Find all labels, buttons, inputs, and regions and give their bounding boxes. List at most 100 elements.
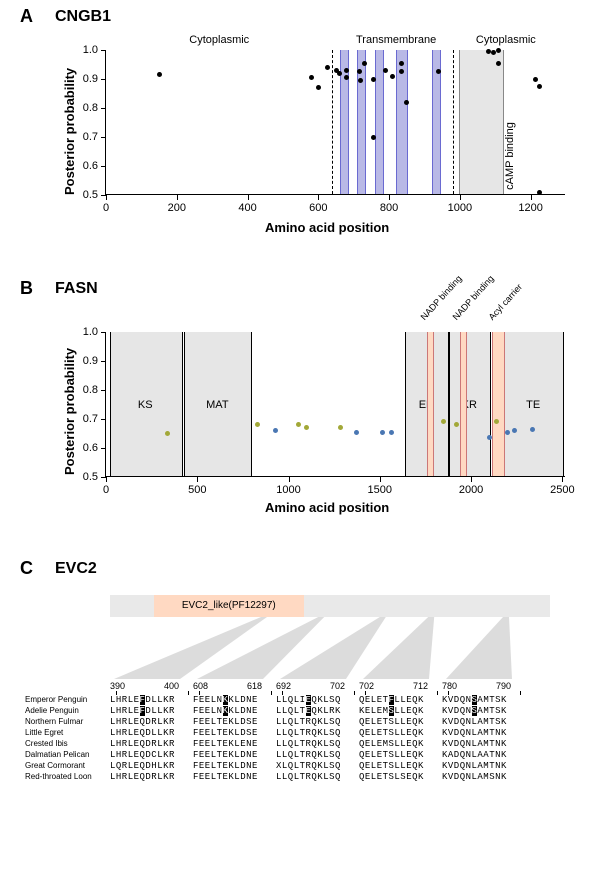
aln-seq: LHRLEQDRLKR <box>110 739 175 749</box>
data-point <box>273 428 278 433</box>
gene-label-c: EVC2 <box>55 560 97 578</box>
aln-seq: KVDQNSAMTSK <box>442 706 507 716</box>
fasn-domain-label: MAT <box>199 399 235 411</box>
y-tick <box>101 79 106 80</box>
y-tick-label: 0.8 <box>76 102 98 114</box>
panel-letter-c: C <box>20 558 33 579</box>
aln-seq: KADQNLAATNK <box>442 750 507 760</box>
x-tick <box>471 477 472 482</box>
fasn-domain-label: KR <box>451 399 487 411</box>
aln-seq: LLQLTRQKLSQ <box>276 728 341 738</box>
data-point <box>404 100 409 105</box>
aln-seq: KVDQNLAMTNK <box>442 728 507 738</box>
data-point <box>362 61 367 66</box>
aln-pos-start: 608 <box>193 681 208 691</box>
aln-seq: KVDQNLAMTNK <box>442 761 507 771</box>
aln-seq: LLQLTRQKLSQ <box>276 772 341 782</box>
data-point <box>390 74 395 79</box>
aln-seq: LLQLTRQKLSQ <box>276 750 341 760</box>
data-point <box>380 430 385 435</box>
data-point <box>496 61 501 66</box>
fasn-binding-label: Acyl carrier <box>486 282 524 322</box>
x-tick <box>248 195 249 200</box>
panel-c: EVC2_like(PF12297) Emperor PenguinAdelie… <box>20 585 580 865</box>
y-tick <box>101 108 106 109</box>
species-label: Adelie Penguin <box>25 706 79 715</box>
y-tick-label: 1.0 <box>76 326 98 338</box>
panel-letter-a: A <box>20 6 33 27</box>
y-tick-label: 0.8 <box>76 384 98 396</box>
aln-seq: FEELTEKLDNE <box>193 750 258 760</box>
domain-zone-label: Transmembrane <box>346 34 446 46</box>
aln-seq: QELETSLLEQK <box>359 750 424 760</box>
data-point <box>325 65 330 70</box>
x-tick-label: 500 <box>182 484 212 496</box>
x-tick-label: 2500 <box>547 484 577 496</box>
data-point <box>304 425 309 430</box>
chart-cngb1: CytoplasmicTransmembraneCytoplasmiccAMP … <box>70 30 575 240</box>
data-point <box>537 190 542 195</box>
fasn-binding-site <box>460 332 467 476</box>
aln-seq: FEELNKKLDNE <box>193 695 258 705</box>
aln-seq: QELEMSLLEQK <box>359 739 424 749</box>
aln-pos-start: 692 <box>276 681 291 691</box>
aln-seq: KVDQNLAMTNK <box>442 739 507 749</box>
aln-seq: KVDQNLAMTSK <box>442 717 507 727</box>
x-tick <box>562 477 563 482</box>
aln-seq: KVDQNSAMTSK <box>442 695 507 705</box>
data-point <box>533 77 538 82</box>
aln-seq: QELETSLLEQK <box>359 717 424 727</box>
species-label: Red-throated Loon <box>25 772 92 781</box>
domain-zone-label: Cytoplasmic <box>169 34 269 46</box>
gene-label-a: CNGB1 <box>55 8 111 26</box>
aln-pos-tick <box>354 691 355 695</box>
aln-seq: FEELNKKLDNE <box>193 706 258 716</box>
data-point <box>530 427 535 432</box>
y-tick-label: 0.9 <box>76 355 98 367</box>
aln-seq: LQRLEQDHLKR <box>110 761 175 771</box>
data-point <box>338 425 343 430</box>
species-label: Little Egret <box>25 728 63 737</box>
aln-seq: LHRLEFDLLKR <box>110 706 175 716</box>
y-axis-label-b: Posterior probability <box>62 348 77 475</box>
x-tick <box>318 195 319 200</box>
aln-pos-end: 712 <box>413 681 428 691</box>
aln-pos-end: 400 <box>164 681 179 691</box>
y-axis-label-a: Posterior probability <box>62 68 77 195</box>
y-tick-label: 0.7 <box>76 131 98 143</box>
aln-pos-end: 790 <box>496 681 511 691</box>
fasn-domain-label: KS <box>127 399 163 411</box>
x-tick-label: 2000 <box>456 484 486 496</box>
x-tick-label: 600 <box>303 202 333 214</box>
x-tick <box>389 195 390 200</box>
evc2-inner-domain: EVC2_like(PF12297) <box>154 595 304 617</box>
x-tick <box>106 477 107 482</box>
aln-seq: LHRLEQDLLKR <box>110 728 175 738</box>
aln-seq: LHRLEQDRLKR <box>110 772 175 782</box>
y-tick <box>101 419 106 420</box>
fasn-binding-site <box>427 332 434 476</box>
aln-seq: FEELTEKLENE <box>193 739 258 749</box>
aln-pos-start: 702 <box>359 681 374 691</box>
x-tick-label: 0 <box>91 202 121 214</box>
x-axis-label-b: Amino acid position <box>265 500 389 515</box>
x-axis-label-a: Amino acid position <box>265 220 389 235</box>
aln-seq: LLQLTEQKLRK <box>276 706 341 716</box>
data-point <box>383 68 388 73</box>
y-tick <box>101 166 106 167</box>
y-tick-label: 0.9 <box>76 73 98 85</box>
y-tick <box>101 448 106 449</box>
aln-seq: FEELTEKLDSE <box>193 728 258 738</box>
y-tick-label: 0.5 <box>76 189 98 201</box>
data-point <box>371 77 376 82</box>
data-point <box>486 49 491 54</box>
data-point <box>496 48 501 53</box>
panel-letter-b: B <box>20 278 33 299</box>
data-point <box>389 430 394 435</box>
y-tick <box>101 332 106 333</box>
y-tick-label: 0.5 <box>76 471 98 483</box>
y-tick <box>101 361 106 362</box>
aln-seq: QELETSLLEQK <box>359 728 424 738</box>
aln-seq: XLQLTRQKLSQ <box>276 761 341 771</box>
y-tick-label: 0.6 <box>76 442 98 454</box>
